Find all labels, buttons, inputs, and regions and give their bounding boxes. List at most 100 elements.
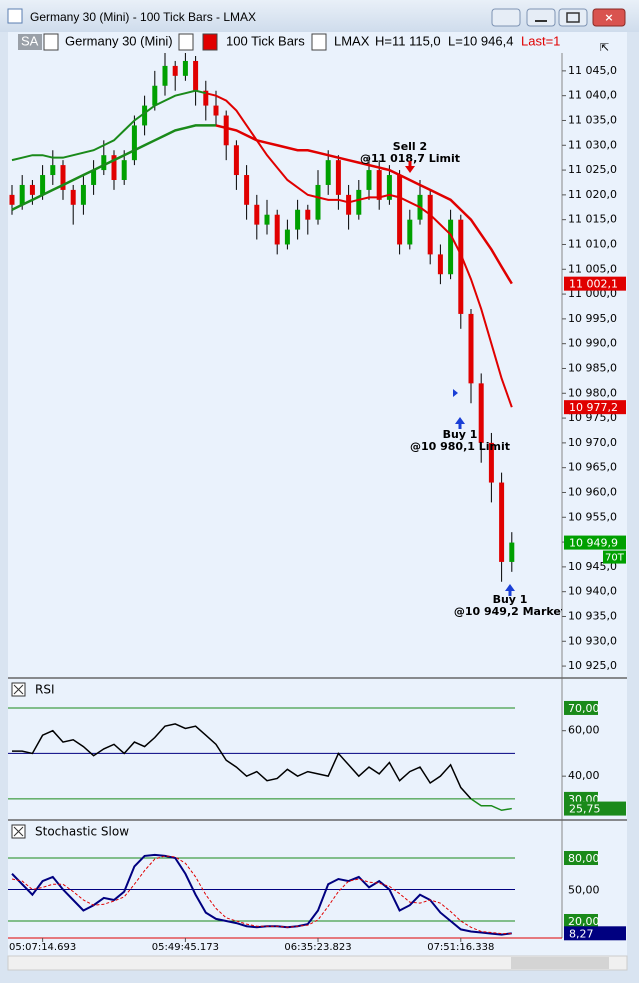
bar-type-icon[interactable] — [202, 33, 218, 51]
pane-close-icon — [13, 826, 24, 837]
candle-body — [427, 194, 433, 255]
maximize-button[interactable] — [558, 8, 588, 27]
indicator-line — [11, 124, 216, 211]
symbol-code: SA — [21, 33, 39, 48]
y-tick-label: 10 925,0 — [568, 659, 617, 672]
toolbar-mask — [562, 32, 596, 52]
candle-body — [19, 184, 25, 205]
close-icon: × — [604, 11, 613, 24]
indicator-line — [470, 798, 512, 812]
order-label: Buy 1 — [493, 593, 528, 606]
order-arrow — [405, 166, 415, 173]
value-box — [564, 535, 626, 550]
candle-body — [468, 313, 474, 384]
y-tick-label: 11 020,0 — [568, 188, 617, 201]
x-tick-label: 05:49:45.173 — [152, 942, 219, 953]
candle-body — [60, 165, 66, 190]
value-box-label: 11 002,1 — [569, 278, 618, 291]
order-label: @10 949,2 Market — [454, 605, 566, 618]
scrollbar[interactable] — [7, 955, 628, 971]
level-box — [564, 700, 598, 715]
y-tick-label: 11 025,0 — [568, 163, 617, 176]
toolbar-icon[interactable]: ⇱ — [600, 41, 609, 54]
candle-body — [29, 184, 35, 195]
maximize-icon — [566, 12, 580, 23]
indicator-line — [11, 855, 512, 935]
bar-type: 100 Tick Bars — [226, 33, 305, 48]
y-tick-label: 11 010,0 — [568, 237, 617, 250]
candle-body — [233, 145, 239, 176]
candle-body — [346, 194, 352, 215]
candle-body — [182, 60, 188, 76]
candle-body — [223, 115, 229, 146]
candle-body — [274, 214, 280, 245]
candle-body — [509, 542, 515, 562]
candle-body — [488, 442, 494, 483]
rsi-pane — [8, 707, 515, 812]
y-tick-label: 10 960,0 — [568, 485, 617, 498]
candle-body — [162, 65, 168, 86]
minimize-button[interactable] — [526, 8, 556, 27]
candle-body — [386, 175, 392, 200]
stochastic-pane — [8, 853, 515, 936]
session-low: L=10 946,4 — [448, 33, 513, 48]
candle-body — [121, 160, 127, 180]
candle-body — [335, 160, 341, 195]
level-box — [564, 851, 598, 866]
y-tick-label: 40,00 — [568, 769, 600, 782]
value-box — [564, 400, 626, 415]
instrument: Germany 30 (Mini) — [65, 33, 173, 48]
symbol-dropdown[interactable] — [43, 33, 59, 51]
y-tick-label: 10 990,0 — [568, 337, 617, 350]
window-title: Germany 30 (Mini) - 100 Tick Bars - LMAX — [30, 10, 256, 24]
candle-body — [244, 175, 250, 205]
y-tick-label: 10 940,0 — [568, 585, 617, 598]
instrument-dropdown[interactable] — [178, 33, 194, 51]
candle-body — [478, 383, 484, 443]
x-tick-label: 06:35:23.823 — [284, 942, 351, 953]
candle-body — [40, 175, 46, 195]
indicator-line — [11, 89, 207, 162]
value-box — [564, 801, 626, 816]
candle-body — [203, 90, 209, 106]
pane-title: Stochastic Slow — [35, 825, 129, 839]
candle-body — [50, 165, 56, 176]
tick-countdown: 70T — [605, 553, 625, 564]
symbol-code-box[interactable] — [18, 34, 42, 50]
y-tick-label: 10 935,0 — [568, 609, 617, 622]
y-tick-label: 10 975,0 — [568, 411, 617, 424]
value-box — [564, 926, 626, 941]
order-label: Sell 2 — [393, 140, 427, 153]
entry-marker — [453, 389, 458, 397]
y-tick-label: 10 930,0 — [568, 634, 617, 647]
candle-body — [366, 170, 372, 190]
app-icon — [7, 8, 23, 24]
level-label: 50,00 — [568, 884, 600, 897]
order-arrow — [455, 417, 465, 424]
bar-type-dropdown[interactable] — [311, 33, 327, 51]
level-label: 20,00 — [568, 915, 600, 928]
y-tick-label: 10 985,0 — [568, 361, 617, 374]
session-high: H=11 115,0 — [375, 33, 441, 48]
candle-body — [407, 219, 413, 245]
y-tick-label: 10 970,0 — [568, 436, 617, 449]
y-tick-label: 10 980,0 — [568, 386, 617, 399]
scrollbar-thumb[interactable] — [511, 957, 609, 969]
axes: 11 045,0 11 040,0 11 035,0 11 030,0 11 025,0… — [9, 64, 626, 953]
value-box-label: 8,27 — [569, 927, 594, 940]
candle-body — [295, 209, 301, 230]
level-label: 80,00 — [568, 852, 600, 865]
candle-body — [458, 219, 464, 314]
y-tick-label: 11 040,0 — [568, 89, 617, 102]
candle-body — [131, 125, 137, 161]
menu-button[interactable] — [491, 8, 521, 27]
candle-body — [9, 194, 15, 205]
candle-body — [264, 214, 270, 225]
value-box-label: 10 977,2 — [569, 401, 618, 414]
pane-close-icon — [13, 684, 24, 695]
order-arrow-stem — [508, 590, 512, 596]
close-button[interactable] — [592, 8, 626, 27]
candle-body — [284, 229, 290, 245]
candle-body — [448, 219, 454, 275]
